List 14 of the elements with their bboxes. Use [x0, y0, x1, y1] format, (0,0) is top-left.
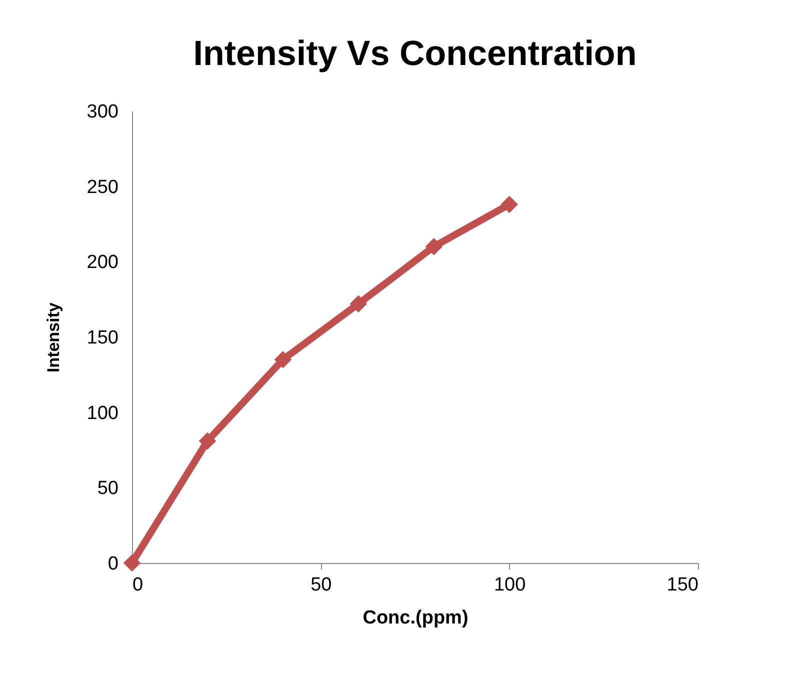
y-tick-label: 250 [86, 176, 118, 198]
y-tick-label: 200 [86, 252, 118, 274]
x-tick-label: 50 [310, 574, 332, 596]
y-tick-label: 300 [86, 102, 118, 122]
chart-title: Intensity Vs Concentration [193, 34, 637, 73]
x-tick-label: 100 [494, 574, 526, 596]
y-axis-title: Intensity [44, 302, 63, 372]
y-tick-label: 100 [86, 402, 118, 424]
x-axis-title: Conc.(ppm) [362, 608, 468, 628]
y-tick-label: 150 [86, 328, 118, 348]
y-tick-label: 0 [108, 554, 118, 574]
x-tick-label: 0 [132, 574, 144, 596]
y-tick-label: 50 [97, 478, 118, 500]
x-tick-label: 150 [666, 574, 698, 596]
